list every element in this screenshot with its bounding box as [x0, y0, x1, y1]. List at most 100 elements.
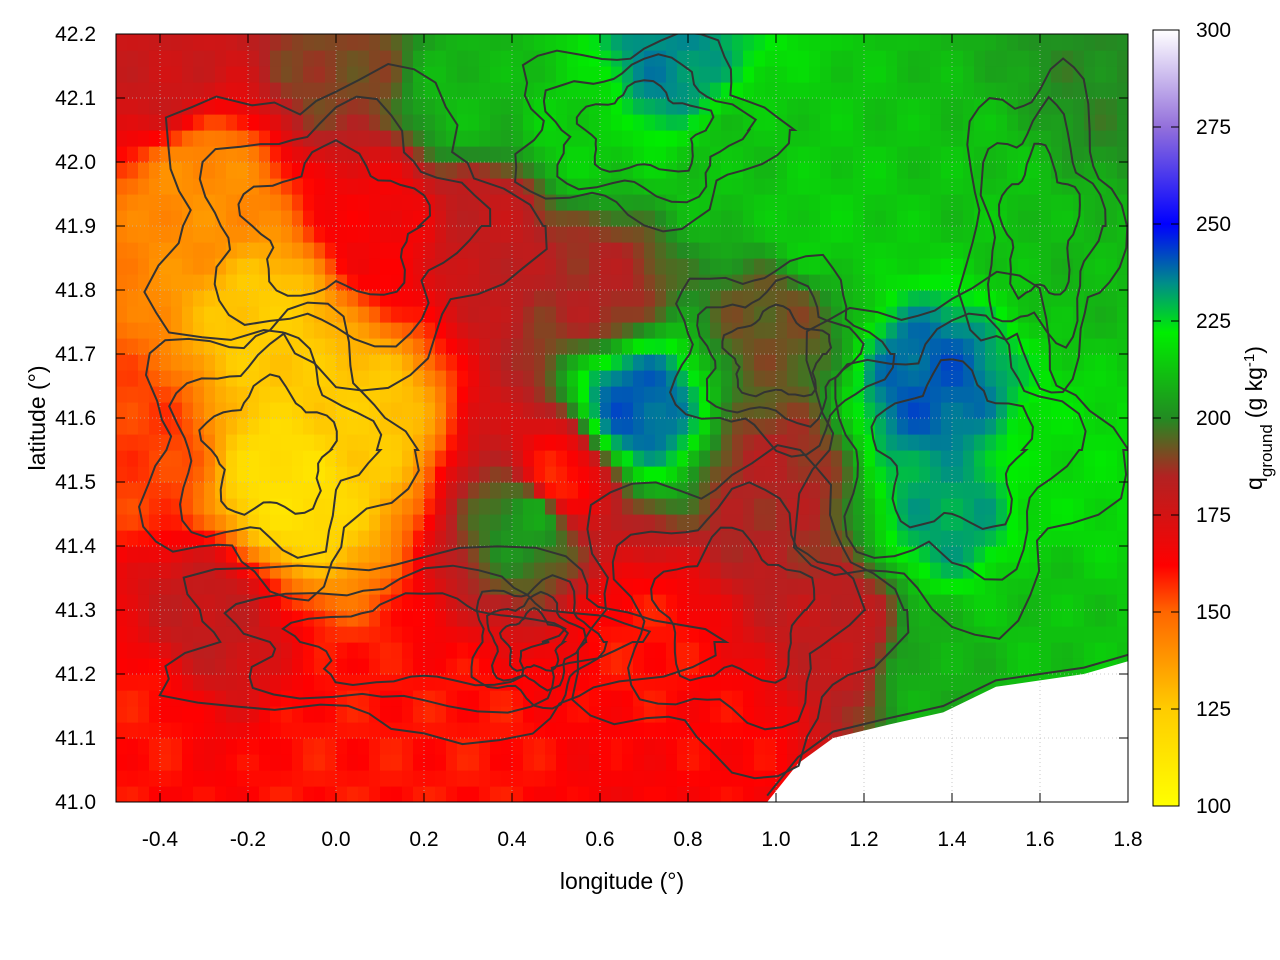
heatmap-cell — [193, 290, 205, 307]
heatmap-cell — [116, 482, 128, 499]
heatmap-cell — [457, 130, 469, 147]
heatmap-cell — [336, 290, 348, 307]
heatmap-cell — [1073, 530, 1085, 547]
heatmap-cell — [699, 562, 711, 579]
heatmap-cell — [1029, 226, 1041, 243]
heatmap-cell — [864, 610, 876, 627]
heatmap-cell — [479, 626, 491, 643]
heatmap-cell — [578, 546, 590, 563]
heatmap-cell — [930, 258, 942, 275]
heatmap-cell — [710, 274, 722, 291]
heatmap-cell — [413, 82, 425, 99]
y-tick-label: 41.0 — [55, 791, 96, 814]
heatmap-cell — [842, 610, 854, 627]
heatmap-cell — [193, 370, 205, 387]
heatmap-cell — [534, 306, 546, 323]
heatmap-cell — [193, 594, 205, 611]
heatmap-cell — [281, 514, 293, 531]
heatmap-cell — [677, 626, 689, 643]
heatmap-cell — [259, 194, 271, 211]
heatmap-cell — [787, 402, 799, 419]
heatmap-cell — [1117, 610, 1128, 627]
heatmap-cell — [501, 562, 513, 579]
colorbar-title-unit-close: ) — [1241, 346, 1267, 354]
heatmap-cell — [908, 258, 920, 275]
heatmap-cell — [897, 690, 909, 707]
heatmap-cell — [160, 34, 172, 51]
heatmap-cell — [633, 162, 645, 179]
heatmap-cell — [182, 130, 194, 147]
heatmap-cell — [908, 338, 920, 355]
heatmap-cell — [897, 130, 909, 147]
heatmap-cell — [501, 146, 513, 163]
heatmap-cell — [633, 434, 645, 451]
heatmap-cell — [457, 498, 469, 515]
heatmap-cell — [809, 562, 821, 579]
heatmap-cell — [358, 466, 370, 483]
heatmap-cell — [754, 242, 766, 259]
heatmap-cell — [930, 162, 942, 179]
heatmap-cell — [688, 674, 700, 691]
heatmap-cell — [193, 242, 205, 259]
heatmap-cell — [875, 194, 887, 211]
heatmap-cell — [391, 466, 403, 483]
heatmap-cell — [116, 674, 128, 691]
heatmap-cell — [435, 466, 447, 483]
heatmap-cell — [952, 530, 964, 547]
heatmap-cell — [160, 578, 172, 595]
heatmap-cell — [479, 322, 491, 339]
heatmap-cell — [237, 434, 249, 451]
heatmap-cell — [1029, 274, 1041, 291]
heatmap-cell — [369, 370, 381, 387]
heatmap-cell — [413, 242, 425, 259]
heatmap-cell — [908, 98, 920, 115]
heatmap-cell — [699, 786, 711, 802]
heatmap-cell — [996, 354, 1008, 371]
heatmap-cell — [930, 178, 942, 195]
heatmap-cell — [897, 98, 909, 115]
heatmap-cell — [545, 338, 557, 355]
heatmap-cell — [347, 498, 359, 515]
heatmap-cell — [633, 658, 645, 675]
heatmap-cell — [204, 98, 216, 115]
heatmap-cell — [721, 722, 733, 739]
heatmap-cell — [831, 418, 843, 435]
heatmap-cell — [303, 194, 315, 211]
heatmap-cell — [435, 434, 447, 451]
heatmap-cell — [259, 162, 271, 179]
heatmap-cell — [402, 354, 414, 371]
heatmap-cell — [1117, 82, 1128, 99]
heatmap-cell — [237, 178, 249, 195]
heatmap-cell — [446, 274, 458, 291]
heatmap-cell — [677, 258, 689, 275]
heatmap-cell — [545, 770, 557, 787]
heatmap-cell — [633, 306, 645, 323]
heatmap-cell — [600, 754, 612, 771]
heatmap-cell — [468, 610, 480, 627]
heatmap-cell — [644, 66, 656, 83]
heatmap-cell — [435, 194, 447, 211]
heatmap-cell — [1106, 578, 1118, 595]
heatmap-cell — [523, 290, 535, 307]
heatmap-cell — [710, 562, 722, 579]
heatmap-cell — [215, 290, 227, 307]
heatmap-cell — [534, 466, 546, 483]
heatmap-cell — [490, 34, 502, 51]
heatmap-cell — [688, 786, 700, 802]
heatmap-cell — [1117, 354, 1128, 371]
heatmap-cell — [897, 306, 909, 323]
heatmap-cell — [380, 178, 392, 195]
heatmap-cell — [930, 562, 942, 579]
heatmap-cell — [666, 82, 678, 99]
heatmap-cell — [1018, 162, 1030, 179]
heatmap-cell — [336, 162, 348, 179]
heatmap-cell — [281, 50, 293, 67]
heatmap-cell — [754, 178, 766, 195]
heatmap-cell — [908, 418, 920, 435]
heatmap-cell — [160, 226, 172, 243]
heatmap-cell — [358, 530, 370, 547]
heatmap-cell — [1117, 578, 1128, 595]
heatmap-cell — [1062, 146, 1074, 163]
heatmap-cell — [721, 354, 733, 371]
heatmap-cell — [347, 514, 359, 531]
